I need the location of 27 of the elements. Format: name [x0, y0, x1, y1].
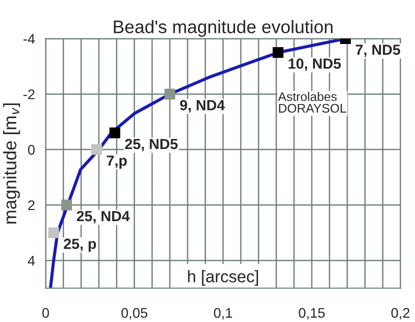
point — [91, 144, 102, 155]
annotation: 25, p — [64, 238, 96, 252]
annotation: 25, ND4 — [76, 210, 130, 224]
annotation: Astrolabes DORAYSOL — [278, 92, 346, 113]
y-tick-label: 2 — [28, 200, 35, 210]
x-axis-title: h [arcsec] — [188, 270, 258, 286]
point — [48, 227, 60, 238]
point — [109, 128, 120, 138]
x-tick-label: 0,1 — [214, 308, 232, 320]
y-tick-label: 0 — [28, 144, 35, 155]
annotation: 25, ND5 — [125, 138, 178, 152]
chart-title: Bead's magnitude evolution — [114, 20, 333, 37]
point — [272, 47, 284, 58]
annotation: 7, ND5 — [356, 44, 400, 58]
x-tick-label: 0,05 — [121, 308, 148, 320]
x-tick-label: 0 — [42, 308, 49, 318]
annotation: 10, ND5 — [288, 58, 341, 71]
annotation: 9, ND4 — [180, 100, 225, 112]
x-tick-label: 0,15 — [298, 308, 325, 320]
y-tick-label: -2 — [24, 89, 35, 100]
y-tick-label: 4 — [28, 256, 35, 266]
x-tick-label: 0,2 — [391, 308, 410, 320]
y-tick-label: -4 — [24, 34, 35, 44]
point — [61, 200, 72, 210]
point — [164, 88, 176, 100]
y-axis-title: magnitude [m$_{v}$] — [3, 103, 20, 224]
annotation: 7,p — [106, 156, 127, 169]
